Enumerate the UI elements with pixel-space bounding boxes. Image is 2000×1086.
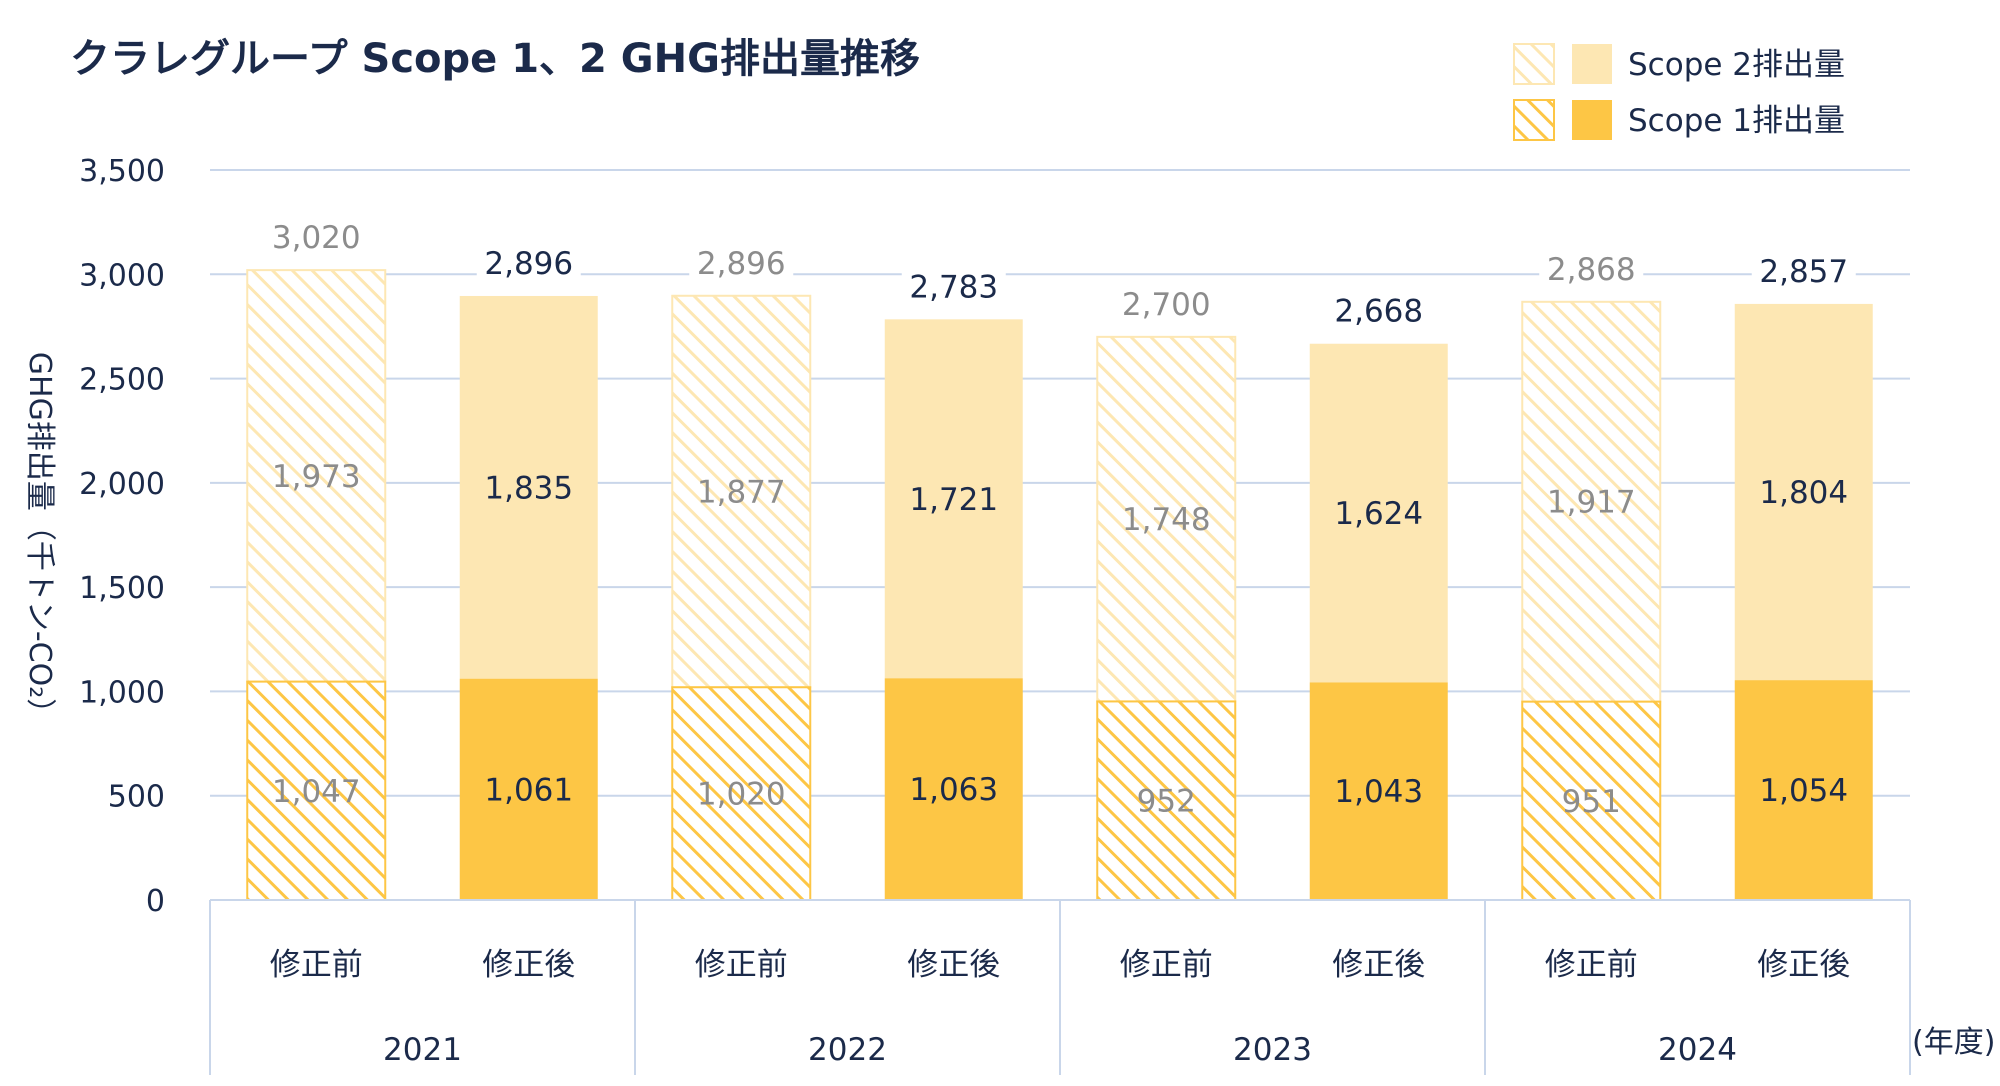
x-year-label: 2021 bbox=[383, 1032, 462, 1068]
total-label-background bbox=[1114, 282, 1219, 323]
x-category-label: 修正前 bbox=[1545, 947, 1638, 983]
x-category-label: 修正後 bbox=[482, 947, 575, 983]
total-label-background bbox=[476, 241, 581, 282]
scope1-value-label: 1,061 bbox=[484, 772, 573, 808]
x-year-label: 2024 bbox=[1658, 1032, 1737, 1068]
scope1-value-label: 1,054 bbox=[1759, 773, 1848, 809]
scope2-value-label: 1,877 bbox=[697, 475, 786, 511]
x-year-label: 2022 bbox=[808, 1032, 887, 1068]
x-category-label: 修正後 bbox=[907, 947, 1000, 983]
bar-scope2-segment bbox=[671, 294, 812, 689]
scope2-value-label: 1,624 bbox=[1334, 496, 1423, 532]
y-tick-label: 2,500 bbox=[79, 363, 165, 398]
bar-scope1-segment bbox=[1734, 680, 1873, 900]
legend-scope1-label: Scope 1排出量 bbox=[1628, 103, 1845, 139]
bar-scope2-segment bbox=[1309, 343, 1448, 683]
bar-scope1-segment bbox=[1309, 682, 1448, 900]
x-category-label: 修正前 bbox=[695, 947, 788, 983]
x-category-label: 修正前 bbox=[270, 947, 363, 983]
bar-scope1-segment bbox=[246, 680, 387, 902]
y-tick-label: 1,500 bbox=[79, 571, 165, 606]
total-label-background bbox=[1326, 289, 1431, 330]
x-year-label: 2023 bbox=[1233, 1032, 1312, 1068]
bar-scope2-segment bbox=[1734, 303, 1873, 681]
y-tick-label: 1,000 bbox=[79, 675, 165, 710]
scope2-value-label: 1,917 bbox=[1547, 485, 1636, 521]
total-value-label: 2,700 bbox=[1122, 287, 1211, 323]
scope1-value-label: 1,043 bbox=[1334, 774, 1423, 810]
bar-scope2-segment bbox=[884, 319, 1023, 679]
bar-scope2-segment bbox=[1521, 300, 1662, 703]
legend-scope2-solid-swatch bbox=[1572, 44, 1612, 84]
total-value-label: 3,020 bbox=[272, 220, 361, 256]
y-tick-label: 3,500 bbox=[79, 154, 165, 189]
total-value-label: 2,896 bbox=[484, 246, 573, 282]
total-label-background bbox=[1539, 247, 1644, 288]
bar-scope1-segment bbox=[884, 678, 1023, 900]
total-label-background bbox=[1751, 249, 1856, 290]
bar-scope1-segment bbox=[459, 678, 598, 900]
bar-scope1-segment bbox=[1521, 700, 1662, 901]
scope2-value-label: 1,748 bbox=[1122, 502, 1211, 538]
total-value-label: 2,896 bbox=[697, 246, 786, 282]
year-unit-label: (年度) bbox=[1912, 1025, 1995, 1060]
legend-scope1-solid-swatch bbox=[1572, 100, 1612, 140]
legend-scope2-hatched-swatch bbox=[1513, 43, 1555, 85]
y-axis-ticks: 0 500 1,000 1,500 2,000 2,500 3,000 3,500 bbox=[79, 154, 165, 919]
x-category-label: 修正後 bbox=[1757, 947, 1850, 983]
y-tick-label: 3,000 bbox=[79, 258, 165, 293]
total-value-label: 2,868 bbox=[1547, 252, 1636, 288]
x-axis: 修正前 修正後 修正前 修正後 修正前 修正後 修正前 修正後 2021 2022 2023 2024 bbox=[209, 899, 1911, 1075]
total-label-background bbox=[689, 241, 794, 282]
total-label-background bbox=[264, 216, 369, 257]
total-label-background bbox=[901, 265, 1006, 306]
scope1-value-label: 951 bbox=[1562, 784, 1621, 820]
y-axis-title: GHG排出量（千トン-CO₂） bbox=[22, 352, 57, 728]
bar-scope2-segment bbox=[459, 295, 598, 679]
total-value-label: 2,857 bbox=[1759, 254, 1848, 290]
scope1-value-label: 952 bbox=[1137, 784, 1196, 820]
legend: Scope 2排出量 Scope 1排出量 bbox=[1513, 43, 1845, 141]
scope2-value-label: 1,835 bbox=[484, 470, 573, 506]
y-tick-label: 0 bbox=[146, 884, 165, 919]
data-labels: 1,047 1,973 3,020 1,061 1,835 2,896 1,020 1,877… bbox=[264, 216, 1856, 820]
scope1-value-label: 1,047 bbox=[272, 774, 361, 810]
scope2-value-label: 1,804 bbox=[1759, 475, 1848, 511]
x-category-label: 修正前 bbox=[1120, 947, 1213, 983]
y-tick-label: 500 bbox=[108, 780, 165, 815]
scope1-value-label: 1,020 bbox=[697, 777, 786, 813]
scope2-value-label: 1,721 bbox=[909, 482, 998, 518]
legend-scope1-hatched-swatch bbox=[1513, 99, 1555, 141]
scope1-value-label: 1,063 bbox=[909, 772, 998, 808]
chart-title: クラレグループ Scope 1、2 GHG排出量推移 bbox=[70, 36, 920, 82]
legend-scope2-label: Scope 2排出量 bbox=[1628, 47, 1845, 83]
x-category-label: 修正後 bbox=[1332, 947, 1425, 983]
y-tick-label: 2,000 bbox=[79, 467, 165, 502]
bars bbox=[246, 269, 1873, 902]
scope2-value-label: 1,973 bbox=[272, 459, 361, 495]
total-value-label: 2,783 bbox=[909, 269, 998, 305]
total-value-label: 2,668 bbox=[1334, 294, 1423, 330]
bar-scope2-segment bbox=[1096, 335, 1237, 703]
